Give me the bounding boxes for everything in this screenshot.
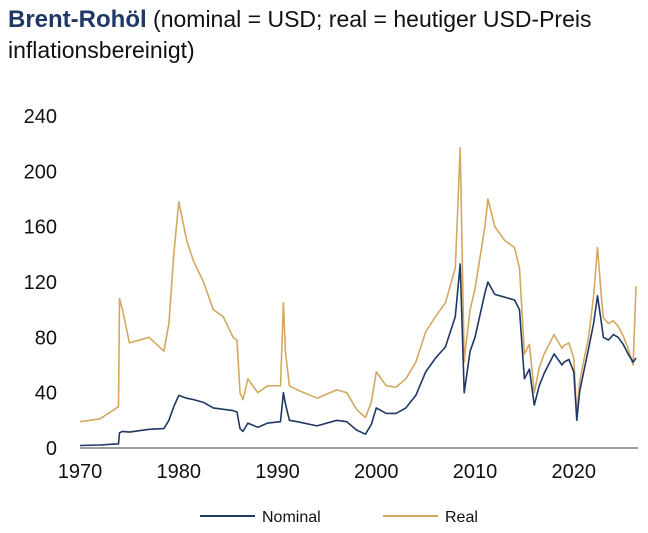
legend: Nominal Real (200, 509, 478, 526)
y-axis: 0 40 80 120 160 200 240 (24, 106, 57, 460)
x-tick-label: 2020 (552, 461, 597, 483)
x-tick-label: 1970 (58, 461, 103, 483)
chart-title-bold: Brent-Rohöl (8, 6, 147, 33)
series-line-real (79, 147, 637, 423)
x-tick-label: 1980 (157, 461, 202, 483)
series-line-nominal (79, 263, 637, 447)
y-tick-label: 80 (35, 327, 57, 349)
chart-title-rest: (nominal = USD; real = heutiger USD-Prei… (8, 6, 592, 63)
y-tick-label: 120 (24, 272, 57, 294)
x-tick-label: 2000 (354, 461, 399, 483)
y-tick-label: 160 (24, 217, 57, 239)
y-tick-label: 200 (24, 161, 57, 183)
y-tick-label: 40 (35, 383, 57, 405)
x-tick-label: 2010 (453, 461, 498, 483)
x-axis: 1970 1980 1990 2000 2010 2020 (58, 447, 638, 483)
chart-title: Brent-Rohöl (nominal = USD; real = heuti… (8, 4, 638, 66)
y-tick-label: 0 (46, 438, 57, 460)
legend-label-real: Real (445, 509, 478, 526)
legend-label-nominal: Nominal (262, 509, 321, 526)
x-tick-label: 1990 (255, 461, 300, 483)
y-tick-label: 240 (24, 106, 57, 128)
series-layer (79, 147, 637, 447)
